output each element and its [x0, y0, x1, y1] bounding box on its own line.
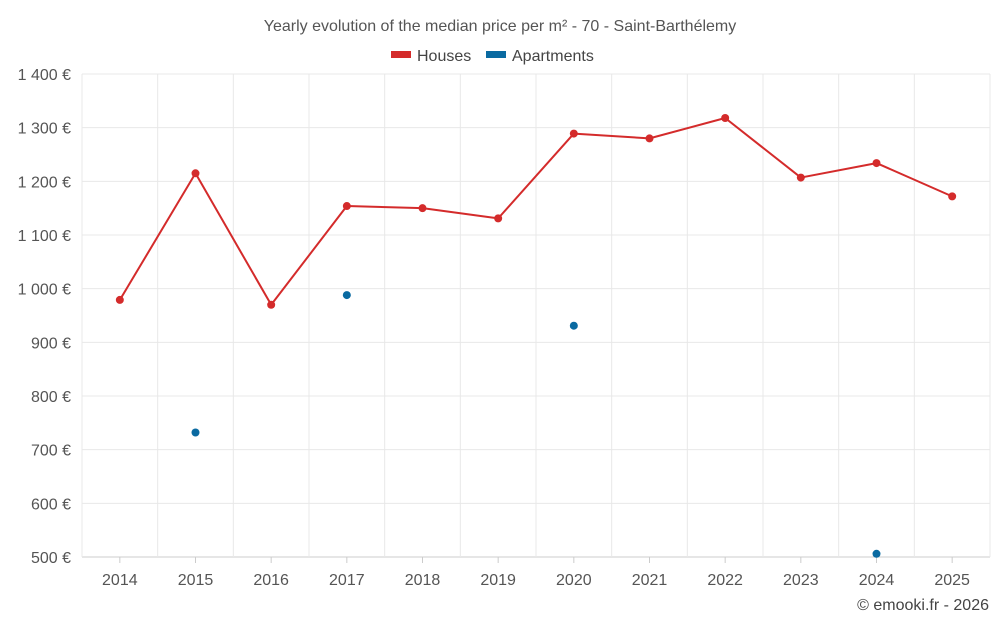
y-tick-label: 1 200 € [18, 174, 71, 191]
x-tick-label: 2024 [859, 572, 895, 589]
data-point-houses[interactable] [569, 129, 578, 138]
data-point-apartments[interactable] [872, 549, 881, 558]
x-tick-label: 2021 [632, 572, 668, 589]
data-point-houses[interactable] [796, 173, 805, 182]
legend-swatch-houses [391, 51, 411, 58]
x-tick-label: 2014 [102, 572, 138, 589]
grid [81, 73, 991, 558]
y-tick-label: 500 € [31, 550, 71, 567]
legend-label-apartments[interactable]: Apartments [512, 48, 594, 65]
series-layer [115, 114, 957, 558]
data-point-houses[interactable] [721, 114, 730, 123]
data-point-houses[interactable] [342, 202, 351, 211]
legend-label-houses[interactable]: Houses [417, 48, 471, 65]
chart-title: Yearly evolution of the median price per… [264, 18, 737, 35]
data-point-houses[interactable] [267, 300, 276, 309]
legend: Houses Apartments [391, 48, 594, 65]
y-tick-label: 1 300 € [18, 121, 71, 138]
x-axis-ticks: 2014 2015 2016 2017 2018 2019 2020 2021 2022 2023… [102, 557, 970, 589]
data-point-houses[interactable] [494, 214, 503, 223]
y-tick-label: 1 000 € [18, 282, 71, 299]
data-point-houses[interactable] [191, 169, 200, 178]
series-line-houses [118, 117, 953, 306]
data-point-apartments[interactable] [191, 428, 200, 437]
y-tick-label: 1 100 € [18, 228, 71, 245]
x-tick-label: 2023 [783, 572, 819, 589]
data-point-houses[interactable] [115, 295, 124, 304]
data-point-houses[interactable] [948, 192, 957, 201]
x-tick-label: 2015 [178, 572, 214, 589]
data-point-apartments[interactable] [569, 321, 578, 330]
x-tick-label: 2018 [405, 572, 441, 589]
data-point-houses[interactable] [418, 204, 427, 213]
y-tick-label: 1 400 € [18, 67, 71, 84]
y-tick-label: 800 € [31, 389, 71, 406]
data-point-apartments[interactable] [342, 291, 351, 300]
y-tick-label: 600 € [31, 496, 71, 513]
y-tick-label: 700 € [31, 443, 71, 460]
y-axis-ticks: 500 € 600 € 700 € 800 € 900 € 1 000 € 1 100 € 1… [18, 67, 71, 567]
legend-swatch-apartments [486, 51, 506, 58]
data-point-houses[interactable] [872, 159, 881, 168]
x-tick-label: 2019 [480, 572, 516, 589]
x-tick-label: 2025 [934, 572, 970, 589]
credit-text: © emooki.fr - 2026 [857, 597, 989, 614]
data-point-houses[interactable] [645, 134, 654, 143]
x-tick-label: 2017 [329, 572, 365, 589]
x-tick-label: 2016 [253, 572, 289, 589]
y-tick-label: 900 € [31, 335, 71, 352]
x-tick-label: 2020 [556, 572, 592, 589]
x-tick-label: 2022 [707, 572, 743, 589]
